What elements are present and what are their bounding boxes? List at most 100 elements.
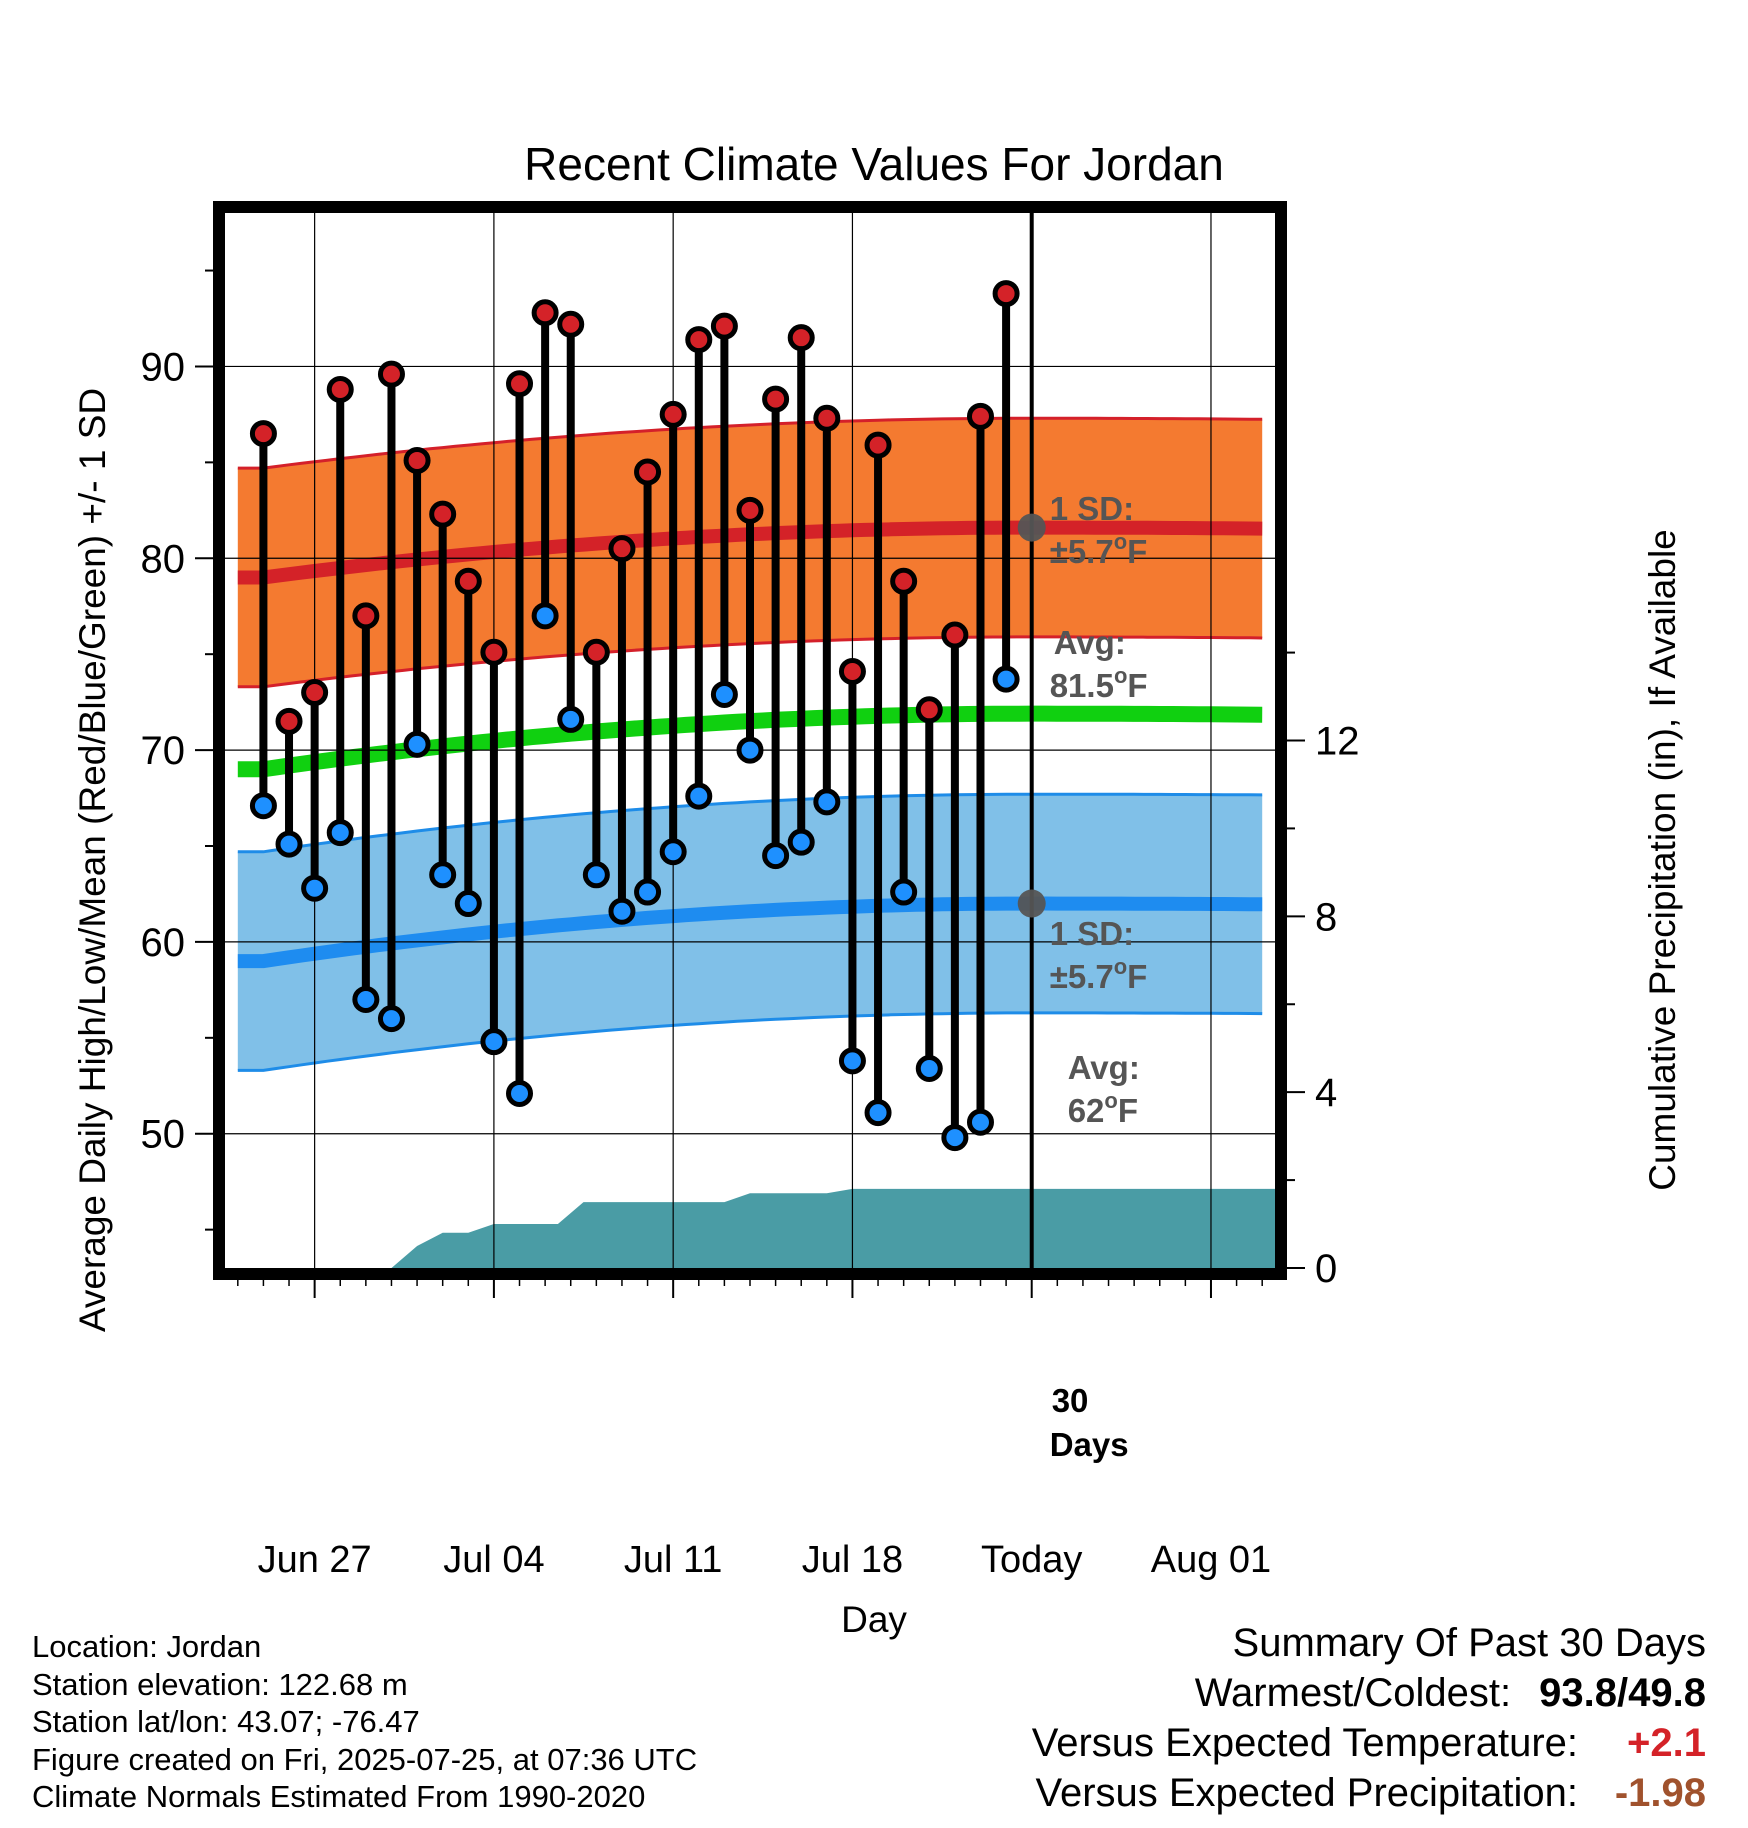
today-high-avg-marker — [1017, 513, 1046, 542]
high-point — [634, 458, 662, 486]
high-point — [685, 326, 713, 354]
low-point — [275, 830, 303, 858]
station-info: Location: Jordan Station elevation: 122.… — [32, 1628, 697, 1816]
high-point — [813, 404, 841, 432]
low-point — [787, 828, 815, 856]
x-tick-label: Jul 11 — [624, 1539, 723, 1581]
y2-axis-label: Cumulative Precipitation (in), If Availa… — [1642, 529, 1683, 1191]
low-point — [506, 1079, 534, 1107]
low-point — [377, 1005, 405, 1033]
precip-label: Versus Expected Precipitation: — [1035, 1771, 1578, 1815]
high-point — [275, 707, 303, 735]
low-point — [634, 878, 662, 906]
low-point — [557, 705, 585, 733]
precip-area — [391, 1188, 1275, 1268]
normal-low-band-upper-edge — [237, 792, 1263, 854]
low-sd-value: ±5.7oF — [1050, 954, 1148, 995]
high-avg-label: Avg: — [1054, 624, 1126, 661]
low-point — [915, 1055, 943, 1083]
y2-tick-label: 12 — [1315, 720, 1360, 764]
x-tick-label: Jul 04 — [443, 1539, 544, 1581]
y-tick-label: 50 — [141, 1113, 186, 1157]
chart-title: Recent Climate Values For Jordan — [524, 138, 1224, 190]
x-tick-label: Jul 18 — [802, 1539, 903, 1581]
high-point — [326, 375, 354, 403]
latlon-text: Station lat/lon: 43.07; -76.47 — [32, 1704, 420, 1739]
high-sd-label: 1 SD: — [1050, 490, 1134, 527]
normals-text: Climate Normals Estimated From 1990-2020 — [32, 1779, 646, 1814]
normal-low-band-lower-edge — [237, 1011, 1263, 1072]
warmest-value: 93.8 — [1539, 1671, 1618, 1715]
x-tick-label: Aug 01 — [1151, 1539, 1271, 1581]
low-point — [352, 985, 380, 1013]
coldest-value: 49.8 — [1628, 1671, 1706, 1715]
temp-label: Versus Expected Temperature: — [1031, 1721, 1578, 1765]
high-point — [966, 402, 994, 430]
summary-temp: Versus Expected Temperature: +2.1 — [1032, 1718, 1706, 1768]
elevation-text: Station elevation: 122.68 m — [32, 1666, 408, 1702]
low-point — [966, 1108, 994, 1136]
plot-area — [225, 213, 1275, 1268]
low-point — [531, 602, 559, 630]
high-point — [454, 567, 482, 595]
high-point — [992, 280, 1020, 308]
plot-frame — [213, 201, 1287, 1280]
high-point — [608, 535, 636, 563]
high-point — [736, 496, 764, 524]
low-point — [890, 878, 918, 906]
low-point — [685, 782, 713, 810]
plot-layers — [225, 213, 1275, 1268]
high-point — [301, 679, 329, 707]
low-point — [838, 1047, 866, 1075]
x-axis-label: Day — [841, 1599, 907, 1640]
low-point — [813, 788, 841, 816]
x-tick-label: Today — [981, 1539, 1082, 1581]
low-avg-value: 62oF — [1068, 1088, 1138, 1129]
y-tick-label: 70 — [141, 729, 186, 773]
x-tick-label: Jun 27 — [258, 1539, 372, 1581]
low-point — [249, 792, 277, 820]
today-low-avg-marker — [1017, 889, 1046, 918]
low-point — [454, 890, 482, 918]
high-point — [710, 312, 738, 340]
high-point — [377, 360, 405, 388]
summary-title: Summary Of Past 30 Days — [1232, 1621, 1706, 1665]
high-point — [941, 621, 969, 649]
high-point — [249, 420, 277, 448]
y-tick-label: 90 — [141, 345, 186, 389]
low-point — [864, 1099, 892, 1127]
high-point — [659, 400, 687, 428]
high-point — [915, 696, 943, 724]
temp-value: +2.1 — [1627, 1721, 1706, 1765]
precip-value: -1.98 — [1614, 1771, 1706, 1815]
y2-tick-label: 4 — [1315, 1071, 1337, 1115]
low-point — [480, 1028, 508, 1056]
high-point — [429, 500, 457, 528]
high-point — [582, 638, 610, 666]
location-text: Location: Jordan — [32, 1629, 262, 1664]
precip-days-label: Days — [1050, 1426, 1129, 1463]
summary-warmest-coldest: Warmest/Coldest: 93.8/49.8 — [1194, 1671, 1706, 1715]
low-avg-label: Avg: — [1068, 1049, 1140, 1086]
summary-precip: Versus Expected Precipitation: -1.98 — [1032, 1768, 1706, 1818]
high-sd-value: ±5.7oF — [1050, 529, 1148, 570]
low-point — [608, 897, 636, 925]
low-point — [429, 861, 457, 889]
high-point — [531, 299, 559, 327]
high-point — [762, 385, 790, 413]
low-point — [326, 819, 354, 847]
high-point — [864, 431, 892, 459]
axes: 50 60 70 80 90 0 4 8 12 Jun 27 Jul 04 Jul 11 Jul 18 T… — [141, 201, 1360, 1581]
low-point — [582, 861, 610, 889]
low-point — [403, 730, 431, 758]
summary-panel: Summary Of Past 30 Days Warmest/Coldest:… — [1032, 1618, 1706, 1818]
low-point — [736, 736, 764, 764]
high-point — [557, 310, 585, 338]
created-text: Figure created on Fri, 2025-07-25, at 07… — [32, 1741, 698, 1777]
high-point — [352, 602, 380, 630]
low-point — [941, 1124, 969, 1152]
high-avg-value: 81.5oF — [1050, 663, 1148, 704]
low-point — [710, 680, 738, 708]
low-point — [659, 838, 687, 866]
